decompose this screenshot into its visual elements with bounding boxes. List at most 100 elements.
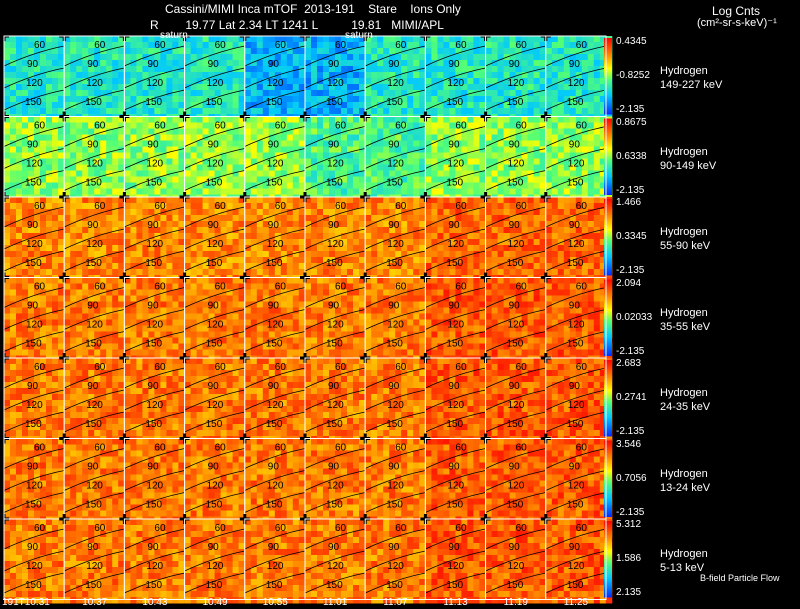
angle-label: 150 [507,580,524,591]
field-line [124,528,185,550]
field-line [244,470,306,491]
field-line [124,250,185,272]
field-line [304,148,366,169]
angle-label: 90 [268,381,280,392]
field-line [64,389,125,411]
field-line [365,206,426,228]
angle-label: 120 [568,481,585,492]
angle-label: 90 [388,59,400,70]
field-line [244,206,306,228]
field-line [184,45,245,67]
angle-label: 60 [94,40,106,51]
angle-label: 150 [446,500,463,511]
angle-label: 120 [447,239,464,250]
angle-label: 60 [395,443,407,454]
field-line [184,550,245,572]
angle-label: 150 [507,258,524,269]
angle-label: 60 [576,201,588,212]
field-line [64,148,125,169]
field-line [124,148,185,169]
angle-label: 90 [27,462,39,473]
field-line [545,45,607,67]
field-line [124,550,185,572]
plot-frame [3,35,607,600]
field-line [184,572,245,594]
field-line [365,367,426,389]
angle-label: 90 [569,59,581,70]
time-tick-label: 10:55 [262,597,288,608]
angle-label: 150 [266,258,283,269]
field-line [365,411,426,433]
energy-range: 5-13 keV [660,562,705,574]
angle-label: 60 [576,40,588,51]
field-line [3,89,65,111]
saturn-label: saturn [345,30,373,41]
field-line [545,287,607,308]
angle-label: 60 [516,40,528,51]
field-line [425,206,486,228]
angle-label: 90 [328,301,340,312]
angle-label: 120 [508,320,525,331]
field-line [244,448,306,469]
field-line [485,470,546,491]
row-species-label: Hydrogen 35-55 keV [660,306,710,334]
field-line [64,89,125,111]
field-line [124,492,185,513]
colorbar-min-label: -2.135 [616,184,645,196]
angle-label: 90 [208,462,220,473]
angle-label: 90 [268,220,280,231]
field-line [244,89,306,111]
angle-label: 90 [87,301,99,312]
angle-label: 150 [145,258,162,269]
field-line [244,45,306,67]
field-line [545,309,607,330]
field-line [64,309,125,330]
field-line [545,492,607,513]
field-line [64,550,125,572]
colorbar-min-label: -2.135 [616,345,645,357]
angle-label: 60 [576,282,588,293]
angle-label: 60 [455,282,467,293]
field-line [244,309,306,330]
angle-label: 120 [568,159,585,170]
field-line [184,148,245,169]
field-line [124,470,185,491]
field-line [485,45,546,67]
angle-label: 90 [208,301,220,312]
angle-label: 90 [87,59,99,70]
angle-label: 90 [569,301,581,312]
field-line [545,89,607,111]
angle-label: 150 [145,339,162,350]
angle-label: 90 [268,462,280,473]
row-species-label: Hydrogen 90-149 keV [660,145,716,173]
angle-label: 120 [26,239,43,250]
species-name: Hydrogen [660,548,708,560]
field-line [3,448,65,469]
field-line [485,309,546,330]
field-line [244,411,306,433]
plot-subtitle: R 19.77 Lat 2.34 LT 1241 L 19.81 MIMI/AP… [150,18,444,32]
angle-label: 150 [446,97,463,108]
field-line [124,367,185,389]
angle-label: 60 [154,201,166,212]
angle-label: 60 [154,40,166,51]
field-line [244,492,306,513]
angle-label: 120 [86,561,103,572]
angle-label: 90 [509,542,521,553]
angle-label: 120 [267,400,284,411]
colorbar-mid-label: -0.8252 [616,70,650,81]
angle-label: 60 [154,362,166,373]
field-line [365,287,426,308]
field-line [365,448,426,469]
angle-label: 150 [266,97,283,108]
energy-range: 35-55 keV [660,320,711,333]
energy-range: 55-90 keV [660,240,711,252]
colorbar-max-label: 5.312 [616,519,642,530]
field-line [3,492,65,513]
field-line [124,448,185,469]
angle-label: 120 [387,320,404,331]
angle-label: 120 [146,481,163,492]
field-line [184,470,245,491]
angle-label: 120 [146,159,163,170]
angle-label: 60 [576,443,588,454]
